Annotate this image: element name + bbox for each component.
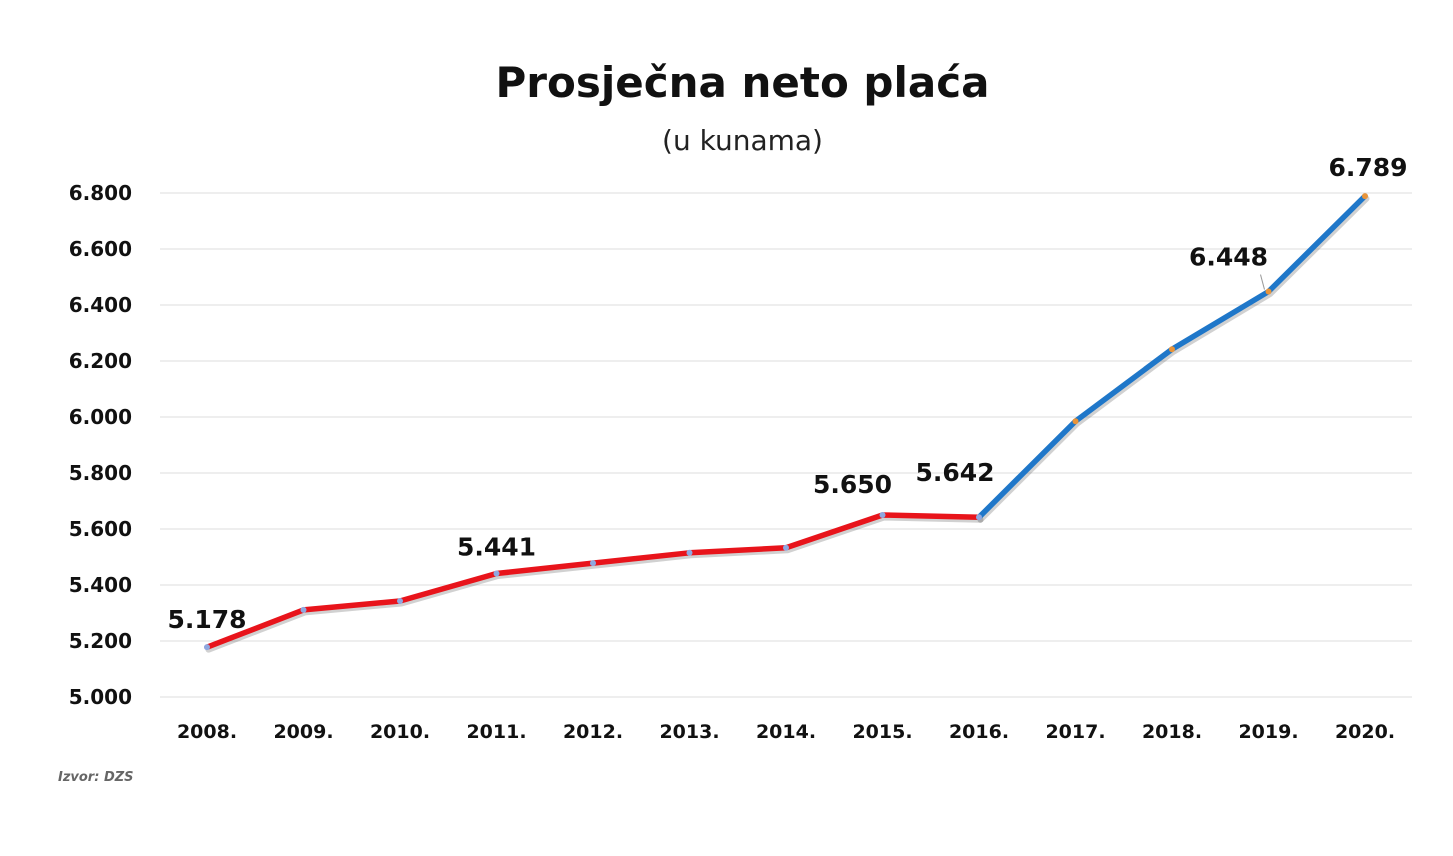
x-tick-label: 2013. [659, 721, 719, 743]
data-point [1362, 193, 1368, 200]
x-tick-label: 2018. [1142, 721, 1202, 743]
x-tick-label: 2012. [563, 721, 623, 743]
x-tick-label: 2020. [1335, 721, 1395, 743]
source-note: Izvor: DZS [58, 770, 134, 785]
x-tick-label: 2017. [1045, 721, 1105, 743]
y-axis-ticks: 5.000 5.200 5.400 5.600 5.800 6.000 6.200 6.400… [69, 181, 132, 709]
chart-subtitle: (u kunama) [662, 124, 823, 157]
chart-title: Prosječna neto plaća [495, 58, 990, 107]
y-tick-label: 6.600 [69, 237, 132, 261]
y-tick-label: 5.800 [69, 461, 132, 485]
data-point [783, 544, 789, 551]
data-point [397, 597, 403, 604]
data-point [686, 549, 693, 556]
data-label: 5.650 [813, 470, 892, 499]
data-point [300, 606, 307, 613]
data-points [204, 193, 1368, 651]
x-tick-label: 2014. [756, 721, 816, 743]
series-line-segment-2 [976, 193, 1368, 520]
data-label: 5.441 [457, 533, 536, 562]
gridlines [160, 192, 1412, 698]
data-label: 5.642 [915, 458, 994, 487]
y-tick-label: 5.400 [69, 573, 132, 597]
data-point [493, 570, 500, 577]
y-tick-label: 6.200 [69, 349, 132, 373]
data-point [1265, 288, 1272, 295]
y-tick-label: 6.000 [69, 405, 132, 429]
y-tick-label: 5.600 [69, 517, 132, 541]
x-axis-ticks: 2008. 2009. 2010. 2011. 2012. 2013. 2014. 2015.… [177, 721, 1395, 743]
data-point [1169, 346, 1175, 353]
series-line-segment-1 [204, 512, 982, 650]
data-label: 6.448 [1189, 243, 1268, 272]
series-line-shadow [205, 514, 984, 653]
y-tick-label: 5.200 [69, 629, 132, 653]
data-point [590, 560, 596, 567]
x-tick-label: 2009. [273, 721, 333, 743]
y-tick-label: 6.800 [69, 181, 132, 205]
data-labels: 5.178 5.441 5.650 5.642 6.448 6.789 [167, 153, 1407, 634]
x-tick-label: 2019. [1238, 721, 1298, 743]
series-line-shadow [977, 195, 1370, 523]
x-tick-label: 2010. [370, 721, 430, 743]
data-point [204, 644, 210, 651]
y-tick-label: 6.400 [69, 293, 132, 317]
data-label-leader [1260, 274, 1265, 290]
x-tick-label: 2008. [177, 721, 237, 743]
data-label: 6.789 [1328, 153, 1407, 182]
data-point [976, 514, 982, 521]
data-label: 5.178 [167, 605, 246, 634]
data-point [1072, 418, 1079, 425]
x-tick-label: 2015. [852, 721, 912, 743]
x-tick-label: 2011. [466, 721, 526, 743]
y-tick-label: 5.000 [69, 685, 132, 709]
x-tick-label: 2016. [949, 721, 1009, 743]
data-point [879, 512, 886, 518]
